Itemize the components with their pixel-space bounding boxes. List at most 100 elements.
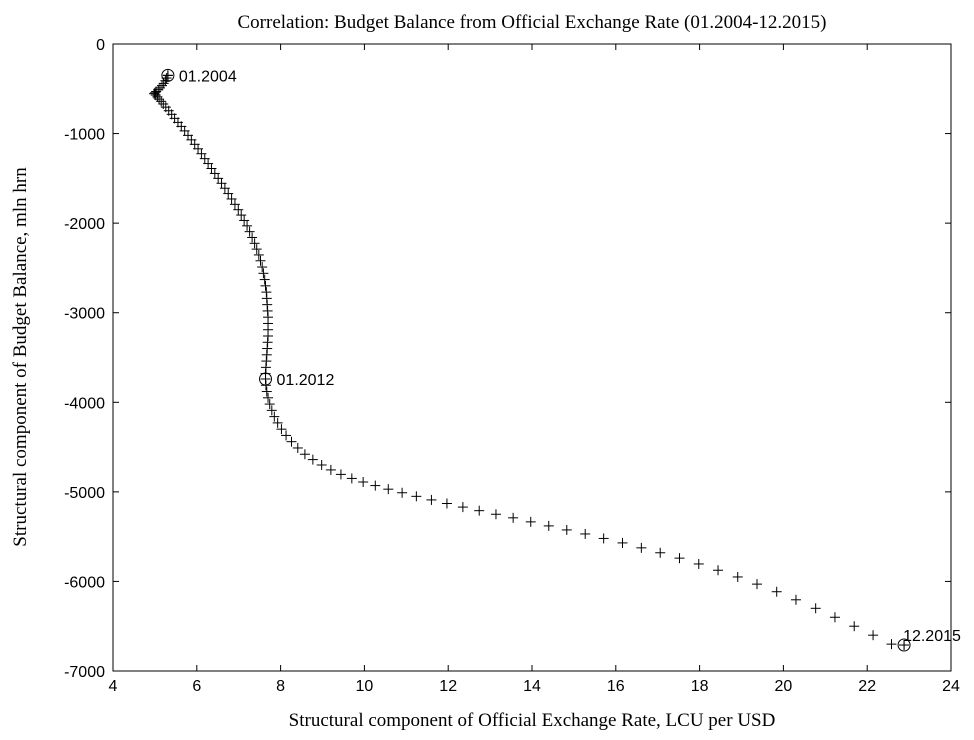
data-point [525,516,536,527]
data-point [219,183,230,194]
y-tick-label-0: 0 [96,37,105,54]
x-tick-label-10: 24 [942,678,960,695]
x-tick-label-5: 14 [523,678,541,695]
x-tick-label-8: 20 [775,678,793,695]
x-tick-label-0: 4 [109,678,118,695]
data-point [281,430,292,441]
data-point [598,533,609,544]
data-point [868,630,879,641]
data-point [508,512,519,523]
data-point [242,220,253,231]
data-point [636,542,647,553]
data-point [457,502,468,513]
y-tick-label-1: -1000 [64,127,105,144]
data-point [713,565,724,576]
data-point [829,612,840,623]
data-point [397,487,408,498]
data-point [251,244,262,255]
annotation-cross-2 [899,640,910,651]
data-point [258,268,269,279]
data-point [263,392,274,403]
y-tick-label-5: -5000 [64,485,105,502]
data-point [543,520,554,531]
data-point [229,199,240,210]
data-point [259,274,270,285]
data-point [154,94,165,105]
data-point [299,449,310,460]
data-point [233,204,244,215]
data-point [370,480,381,491]
annotation-label-1: 01.2012 [277,372,335,389]
data-point [358,477,369,488]
annotation-label-0: 01.2004 [179,68,237,85]
data-point [580,528,591,539]
data-point [261,386,272,397]
y-tick-label-2: -2000 [64,216,105,233]
data-point [474,505,485,516]
data-point [617,537,628,548]
data-point [335,469,346,480]
x-tick-label-9: 22 [858,678,876,695]
y-tick-label-7: -7000 [64,664,105,681]
data-point [790,594,801,605]
data-point [257,262,268,273]
data-point [674,553,685,564]
data-point [849,621,860,632]
annotation-label-2: 12.2015 [903,628,961,645]
annotation-cross-0 [162,70,173,81]
data-point [244,226,255,237]
x-axis-title: Structural component of Official Exchang… [289,710,776,731]
data-point [272,417,283,428]
data-point [255,255,266,266]
data-point [561,524,572,535]
data-point [693,558,704,569]
x-tick-label-6: 16 [607,678,625,695]
annotation-marker-2 [897,638,911,652]
data-point [156,96,167,107]
x-tick-label-1: 6 [192,678,201,695]
annotations: 01.2004 01.2012 12.2015 [161,68,961,652]
data-point [752,579,763,590]
annotation-cross-1 [260,373,271,384]
data-point [260,280,271,291]
data-point [441,498,452,509]
y-tick-label-6: -6000 [64,574,105,591]
data-point [239,215,250,226]
data-point [383,484,394,495]
x-tick-label-2: 8 [276,678,285,695]
data-point [223,188,234,199]
data-point [886,639,897,650]
y-tick-label-3: -3000 [64,306,105,323]
plot-frame [112,43,952,672]
x-tick-label-3: 10 [356,678,374,695]
chart-title: Correlation: Budget Balance from Officia… [238,12,827,33]
data-point [276,424,287,435]
data-point [316,459,327,470]
x-axis-ticks: 4 6 8 10 12 14 16 18 20 22 24 [109,44,960,695]
data-point [426,494,437,505]
y-tick-label-4: -4000 [64,395,105,412]
data-point [490,509,501,520]
y-axis-title: Structural component of Budget Balance, … [10,167,31,547]
data-point [325,464,336,475]
data-point [264,399,275,410]
data-point [149,87,160,98]
x-tick-label-7: 18 [691,678,709,695]
data-point [253,249,264,260]
annotation-marker-1 [259,372,273,386]
data-point [810,603,821,614]
data-points [149,70,910,651]
data-point [249,238,260,249]
data-point [732,571,743,582]
data-point [655,547,666,558]
data-point [269,411,280,422]
data-point [226,193,237,204]
data-point [346,473,357,484]
data-point [236,210,247,221]
annotation-marker-0 [161,68,175,82]
data-point [771,586,782,597]
data-point [266,405,277,416]
data-point [307,454,318,465]
data-point [247,232,258,243]
